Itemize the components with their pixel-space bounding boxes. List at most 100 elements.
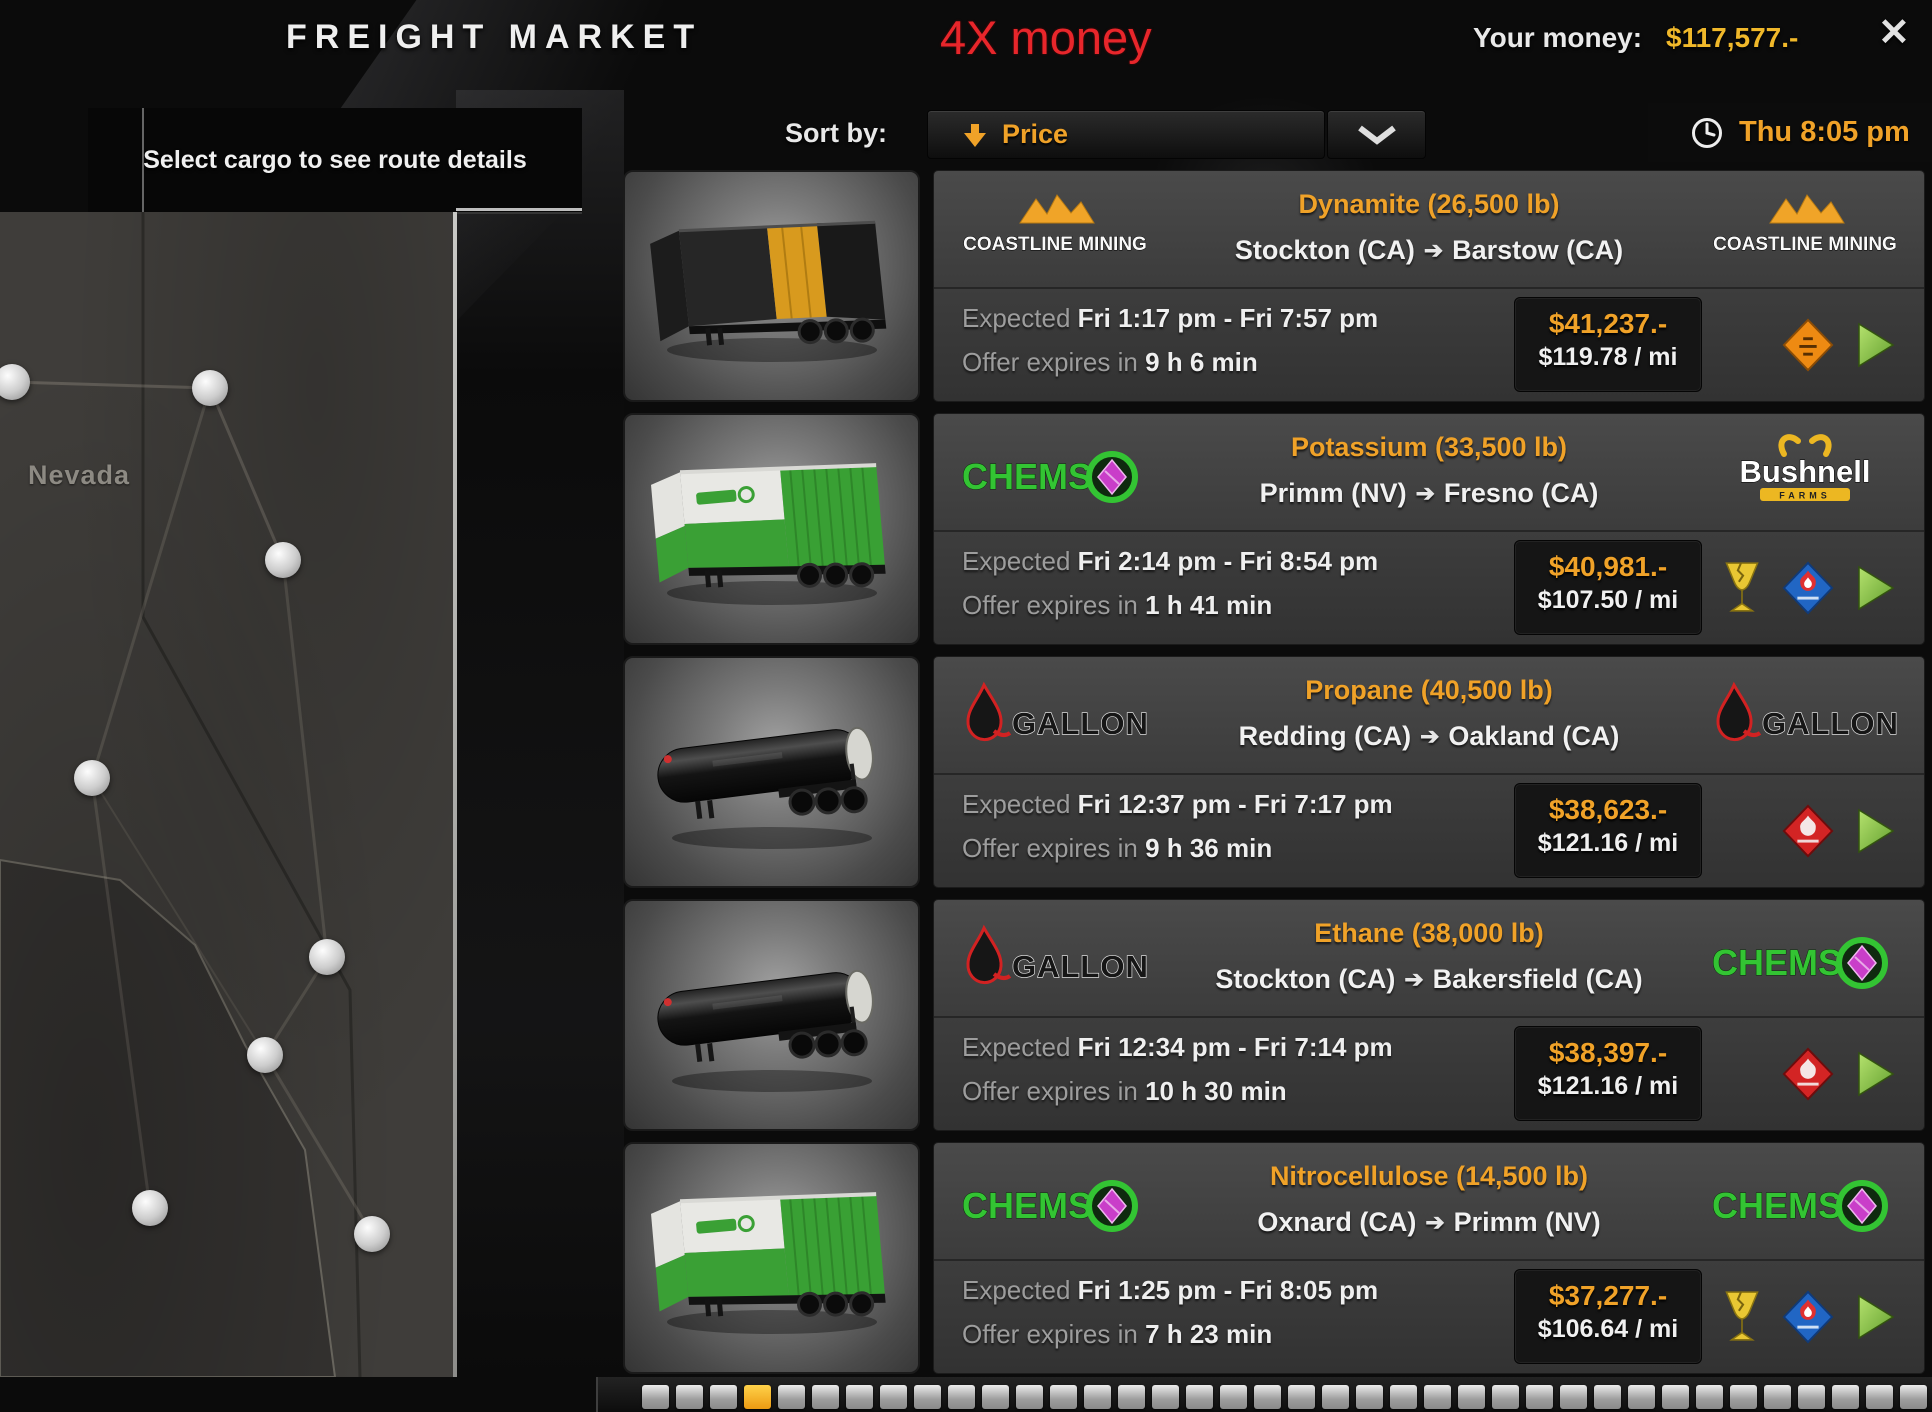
pagination-segment[interactable] [1492, 1385, 1519, 1409]
pagination-segment-active[interactable] [744, 1385, 771, 1409]
cargo-title: Nitrocellulose (14,500 lb) [1269, 1161, 1589, 1191]
pagination-segment[interactable] [642, 1385, 669, 1409]
pagination-segment[interactable] [1254, 1385, 1281, 1409]
pagination-segment[interactable] [1526, 1385, 1553, 1409]
cargo-attribute-icon-slot [1714, 801, 1770, 861]
offer-price: $38,623.- [1548, 794, 1668, 825]
expires-label: Offer expires in [962, 833, 1138, 863]
pagination-segment[interactable] [1288, 1385, 1315, 1409]
price-box: $37,277.- $106.64 / mi [1514, 1269, 1702, 1364]
expires-label: Offer expires in [962, 347, 1138, 377]
pagination-segment[interactable] [1220, 1385, 1247, 1409]
pagination-segment[interactable] [1730, 1385, 1757, 1409]
svg-text:COASTLINE MINING: COASTLINE MINING [1713, 234, 1897, 255]
cargo-attribute-icon-slot [1714, 315, 1770, 375]
svg-text:CHEMS: CHEMS [962, 456, 1092, 497]
pagination-segment[interactable] [914, 1385, 941, 1409]
gallon-logo: GALLON [1716, 681, 1899, 742]
adr-hazard-icon-slot [1780, 1287, 1836, 1347]
cargo-offer-row[interactable]: CHEMS Potassium (33,500 lb) Primm (NV) ➔ F… [0, 413, 1932, 645]
expected-label: Expected [962, 546, 1071, 576]
fragile-cargo-icon [1725, 562, 1759, 612]
cargo-offer-row[interactable]: CHEMS Nitrocellulose (14,500 lb) Oxnard … [0, 1142, 1932, 1374]
cargo-offer-card[interactable]: CHEMS Potassium (33,500 lb) Primm (NV) ➔ F… [933, 413, 1925, 645]
pagination-segment[interactable] [1356, 1385, 1383, 1409]
pagination-segment[interactable] [1050, 1385, 1077, 1409]
expires-value: 9 h 6 min [1145, 347, 1258, 377]
cargo-offer-row[interactable]: GALLON Ethane (38,000 lb) Stockton (CA) ➔… [0, 899, 1932, 1131]
trailer-thumbnail[interactable] [623, 1142, 920, 1374]
price-box: $38,623.- $121.16 / mi [1514, 783, 1702, 878]
cargo-title: Ethane (38,000 lb) [1314, 918, 1544, 948]
pagination-segment[interactable] [1662, 1385, 1689, 1409]
pagination-segment[interactable] [1118, 1385, 1145, 1409]
pagination-segment[interactable] [1696, 1385, 1723, 1409]
accept-offer-button[interactable] [1850, 1289, 1900, 1345]
pagination-segment[interactable] [1560, 1385, 1587, 1409]
pagination-segment[interactable] [1764, 1385, 1791, 1409]
adr-explosive-icon [1782, 318, 1834, 372]
map-shading [0, 212, 453, 1377]
trailer-thumbnail[interactable] [623, 413, 920, 645]
pagination-segment[interactable] [1152, 1385, 1179, 1409]
sort-expand-button[interactable] [1327, 110, 1426, 159]
accept-offer-button[interactable] [1850, 1046, 1900, 1102]
adr-dangerous-when-wet-icon [1782, 1290, 1834, 1344]
pagination-segment[interactable] [1594, 1385, 1621, 1409]
pagination-segment[interactable] [1832, 1385, 1859, 1409]
game-time: Thu 8:05 pm [1739, 116, 1910, 148]
pagination-segment[interactable] [948, 1385, 975, 1409]
pagination-segment[interactable] [676, 1385, 703, 1409]
expected-window: Fri 12:34 pm - Fri 7:14 pm [1077, 1032, 1393, 1062]
accept-offer-button[interactable] [1850, 560, 1900, 616]
accept-arrow-icon [1858, 1294, 1895, 1340]
background-streak [456, 90, 624, 1377]
expected-label: Expected [962, 1275, 1071, 1305]
pagination-segment[interactable] [1900, 1385, 1927, 1409]
pagination-segment[interactable] [982, 1385, 1009, 1409]
price-box: $41,237.- $119.78 / mi [1514, 297, 1702, 392]
pagination-segment[interactable] [846, 1385, 873, 1409]
cargo-offer-card[interactable]: GALLON Ethane (38,000 lb) Stockton (CA) ➔… [933, 899, 1925, 1131]
cargo-title: Potassium (33,500 lb) [1290, 432, 1568, 462]
pagination-segment[interactable] [1458, 1385, 1485, 1409]
map-city-dot [74, 760, 110, 796]
svg-text:COASTLINE MINING: COASTLINE MINING [963, 234, 1147, 255]
svg-text:CHEMS: CHEMS [1712, 942, 1842, 983]
map-city-dot [247, 1037, 283, 1073]
pagination-segment[interactable] [812, 1385, 839, 1409]
pagination-segment[interactable] [880, 1385, 907, 1409]
pagination-segment[interactable] [1390, 1385, 1417, 1409]
pagination-segment[interactable] [778, 1385, 805, 1409]
pagination-segment[interactable] [1186, 1385, 1213, 1409]
expected-window: Fri 2:14 pm - Fri 8:54 pm [1077, 546, 1379, 576]
svg-text:GALLON: GALLON [1012, 706, 1149, 741]
pagination-segment[interactable] [710, 1385, 737, 1409]
sender-company-logo: CHEMS [950, 414, 1160, 530]
pagination-segment[interactable] [1628, 1385, 1655, 1409]
trailer-thumbnail[interactable] [623, 899, 920, 1131]
pagination-segment[interactable] [1322, 1385, 1349, 1409]
expires-label: Offer expires in [962, 1319, 1138, 1349]
accept-offer-button[interactable] [1850, 317, 1900, 373]
cargo-offer-row[interactable]: COASTLINE MINING Dynamite (26,500 lb) St… [0, 170, 1932, 402]
trailer-thumbnail[interactable] [623, 170, 920, 402]
cargo-offer-card[interactable]: CHEMS Nitrocellulose (14,500 lb) Oxnard … [933, 1142, 1925, 1374]
fragile-cargo-icon [1725, 1291, 1759, 1341]
pagination-segment[interactable] [1866, 1385, 1893, 1409]
cargo-offer-card[interactable]: GALLON Propane (40,500 lb) Redding (CA) ➔… [933, 656, 1925, 888]
map-panel-border [453, 212, 457, 1377]
accept-offer-button[interactable] [1850, 803, 1900, 859]
route-arrow-icon: ➔ [1404, 966, 1424, 992]
sort-dropdown[interactable]: Price [927, 110, 1325, 159]
cargo-offer-card[interactable]: COASTLINE MINING Dynamite (26,500 lb) St… [933, 170, 1925, 402]
expected-window: Fri 1:25 pm - Fri 8:05 pm [1077, 1275, 1379, 1305]
pagination-segment[interactable] [1798, 1385, 1825, 1409]
trailer-thumbnail[interactable] [623, 656, 920, 888]
close-button[interactable]: ✕ [1878, 12, 1910, 54]
cargo-offer-row[interactable]: GALLON Propane (40,500 lb) Redding (CA) ➔… [0, 656, 1932, 888]
pagination-segment[interactable] [1424, 1385, 1451, 1409]
pagination-segment[interactable] [1084, 1385, 1111, 1409]
coastline-mining-logo: COASTLINE MINING [1713, 194, 1897, 255]
pagination-segment[interactable] [1016, 1385, 1043, 1409]
